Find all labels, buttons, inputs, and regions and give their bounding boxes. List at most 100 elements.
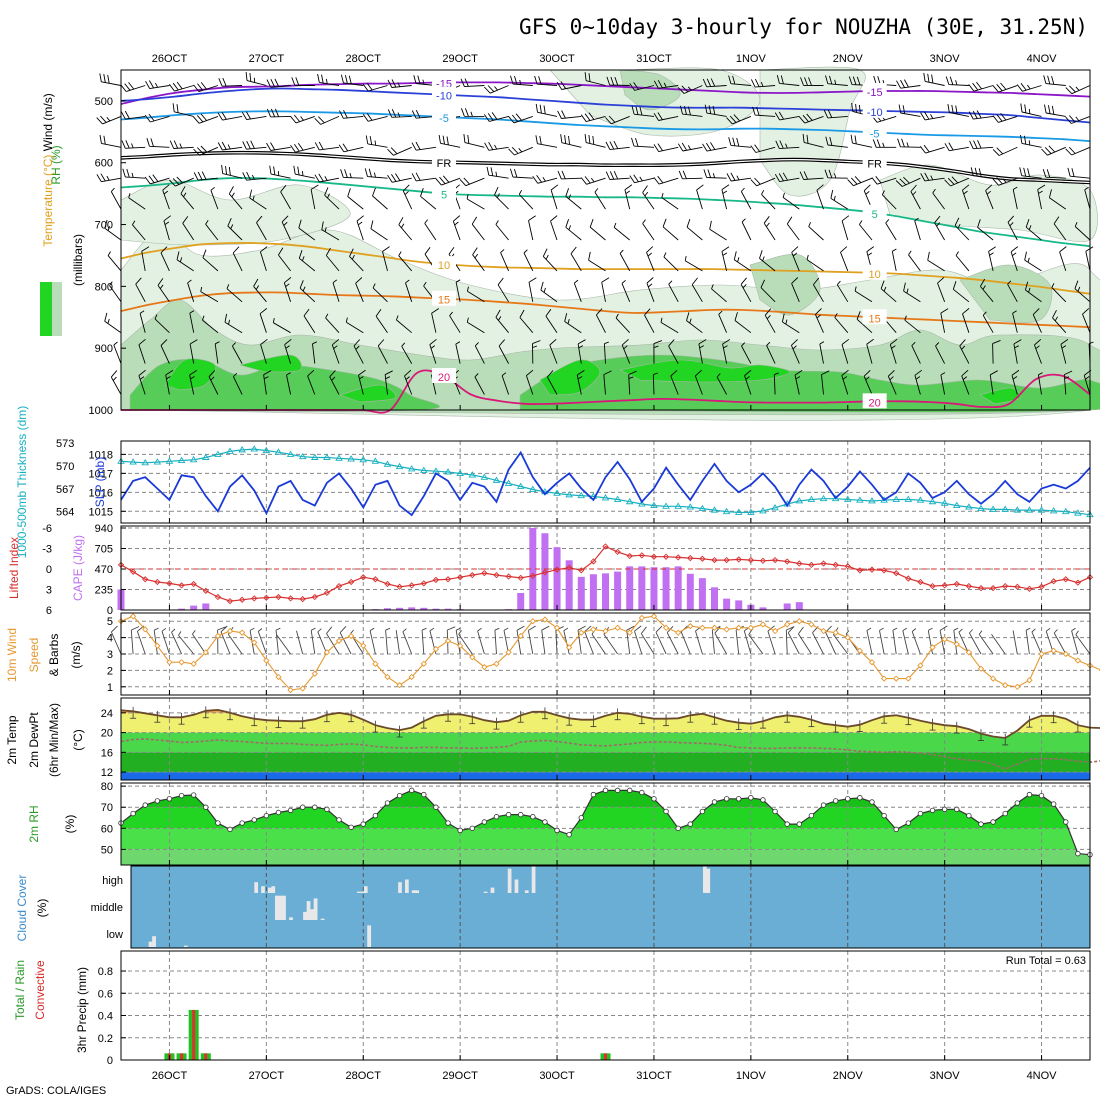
rh-point xyxy=(142,802,148,808)
lifted-index-point xyxy=(929,582,936,590)
wind-barb xyxy=(580,176,606,185)
rh-point xyxy=(687,821,693,827)
wind-barb xyxy=(871,114,897,123)
slp-frame xyxy=(120,440,1091,524)
lifted-index-point xyxy=(420,580,427,587)
wind-barb xyxy=(1032,308,1042,333)
thickness-point xyxy=(747,508,755,515)
wind-barb xyxy=(189,310,195,333)
thickness-tick-label: 567 xyxy=(56,484,74,496)
wind-barb xyxy=(1065,146,1091,156)
isotherm-label: 15 xyxy=(438,295,450,307)
rh-point xyxy=(832,798,839,804)
thickness-point xyxy=(420,466,428,473)
wind-barb xyxy=(660,317,679,334)
wind-barb xyxy=(1053,216,1067,241)
rh-point xyxy=(481,819,488,825)
wind-barb xyxy=(825,75,848,86)
cloud-level-label: low xyxy=(106,929,123,941)
wind-barb xyxy=(750,177,776,187)
lifted-index-point xyxy=(481,569,488,577)
wind-barb xyxy=(734,312,752,334)
wind-barb xyxy=(312,341,317,364)
slp-line xyxy=(120,450,1091,517)
wind-frame xyxy=(120,612,1091,696)
wind-barb xyxy=(694,369,703,395)
wind-barb xyxy=(1052,309,1067,333)
lifted-index-point xyxy=(590,558,597,565)
cloud-unit-label: (%) xyxy=(35,899,49,918)
cloud-cell xyxy=(320,918,325,920)
wind-barb xyxy=(120,82,146,92)
wind-tick-label: 5 xyxy=(107,616,113,628)
wind-barb xyxy=(160,246,170,272)
wind-barb xyxy=(104,312,122,334)
wind-barb xyxy=(217,141,243,151)
wind-barb xyxy=(774,111,800,121)
wind-speed-point xyxy=(844,634,851,641)
isotherm-label: FR xyxy=(437,158,452,170)
wind-barb xyxy=(952,281,970,303)
cape-bar xyxy=(674,566,682,610)
rh-point xyxy=(1075,850,1081,857)
wind-barb xyxy=(372,187,388,210)
lifted-index-point xyxy=(299,595,306,603)
wind-barb xyxy=(740,187,752,210)
wind-barb xyxy=(455,341,461,364)
wind-barb xyxy=(429,338,437,364)
wind-barb xyxy=(584,134,606,148)
wind-barb xyxy=(405,279,413,302)
wind-barb xyxy=(677,142,703,152)
wind-barb xyxy=(365,135,388,148)
lifted-index-point xyxy=(699,555,706,562)
wind-barb xyxy=(556,81,582,90)
wind-barb xyxy=(110,187,122,210)
wind-barb xyxy=(96,115,122,125)
wind-barb xyxy=(486,166,509,179)
cloud-cell xyxy=(254,882,259,893)
rh-point xyxy=(857,795,863,801)
pressure-tick-label: 700 xyxy=(95,220,113,232)
lifted-index-point xyxy=(1086,574,1094,581)
thickness-point xyxy=(480,473,489,480)
wind-barb xyxy=(528,215,536,241)
thickness-point xyxy=(734,508,743,515)
wind-speed-point xyxy=(723,626,730,633)
wind-barb xyxy=(668,280,679,303)
wind-speed-point xyxy=(759,621,767,628)
thickness-point xyxy=(565,491,573,498)
wind-barb xyxy=(677,85,703,94)
wind-speed-point xyxy=(263,657,270,664)
surface-wind-barb xyxy=(275,627,281,655)
thickness-point xyxy=(1074,509,1082,516)
surface-wind-barb xyxy=(911,628,921,655)
wind-speed-point xyxy=(311,670,318,677)
wind-barb xyxy=(259,246,268,272)
wind-barb xyxy=(128,193,146,210)
wind-barb xyxy=(382,246,390,272)
rh-point xyxy=(1002,810,1008,817)
wind-barb xyxy=(760,279,776,303)
wind-barb xyxy=(992,82,1018,93)
wind-barb xyxy=(260,338,268,364)
lifted-index-point xyxy=(287,595,294,602)
wind-barb xyxy=(741,342,752,364)
pressure-tick-label: 900 xyxy=(95,343,113,355)
wind-speed-point xyxy=(905,675,912,682)
cloud-cell xyxy=(303,911,307,920)
thickness-point xyxy=(601,494,610,501)
precip-tick-label: 0.4 xyxy=(98,1011,113,1023)
thickness-point xyxy=(371,457,380,464)
date-tick-label-bottom: 28OCT xyxy=(346,1070,382,1082)
lifted-index-point xyxy=(323,589,331,597)
wind-barb xyxy=(764,308,776,333)
precip-convective-bar xyxy=(180,1053,184,1060)
wind-barb xyxy=(848,76,873,86)
wind-barb xyxy=(576,370,585,395)
wind-barb xyxy=(387,146,412,156)
cloud-cell xyxy=(289,917,293,920)
wind-barb xyxy=(266,142,291,151)
credit-label: GrADS: COLA/IGES xyxy=(6,1085,106,1097)
wind-barb xyxy=(1074,222,1091,241)
wind-axis-label-3: & Barbs xyxy=(47,634,61,677)
